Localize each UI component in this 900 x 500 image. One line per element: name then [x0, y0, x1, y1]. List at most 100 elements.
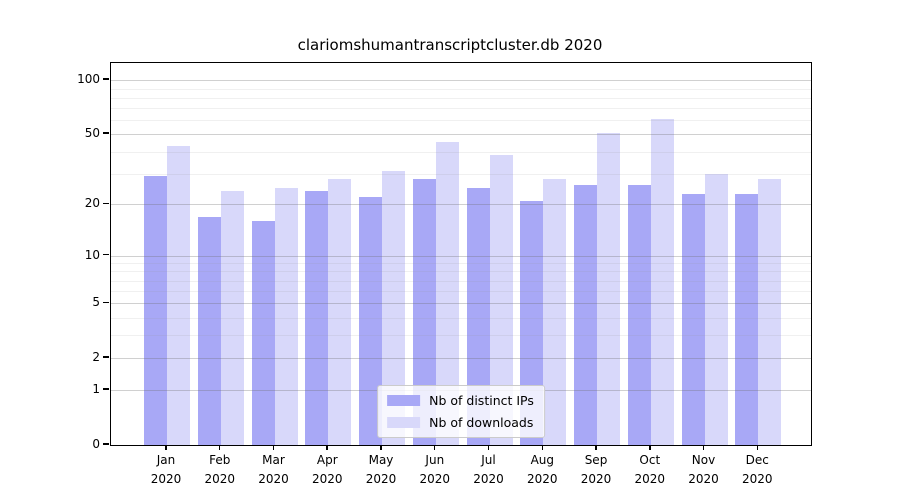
- year-label: 2020: [688, 472, 719, 486]
- gridline-major: [111, 303, 811, 305]
- month-label: Sep: [584, 453, 608, 467]
- legend-label: Nb of distinct IPs: [429, 393, 534, 408]
- bar-distinct-ips-mar: [251, 221, 275, 445]
- bar-downloads-sep: [597, 132, 620, 445]
- y-tick-label: 5: [92, 295, 100, 310]
- y-tick-label: 2: [92, 350, 100, 365]
- gridline-major: [111, 358, 811, 360]
- x-tick: [165, 445, 167, 450]
- year-label: 2020: [634, 472, 666, 486]
- bar-downloads-apr: [328, 178, 352, 445]
- x-tick: [702, 445, 705, 450]
- x-tick: [380, 445, 382, 450]
- month-label: Nov: [691, 453, 716, 467]
- gridline-major: [111, 204, 811, 206]
- month-label: Dec: [745, 453, 769, 467]
- month-label: Jul: [481, 453, 496, 467]
- bar-downloads-nov: [704, 173, 728, 445]
- bar-downloads-may: [382, 171, 405, 445]
- legend-item-downloads: Nb of downloads: [387, 415, 534, 430]
- gridline-minor: [111, 317, 811, 319]
- bar-distinct-ips-nov: [681, 193, 705, 445]
- x-tick-label: Nov 2020: [674, 451, 734, 489]
- x-tick-label: Mar 2020: [244, 451, 304, 489]
- plot-area: Nb of distinct IPs Nb of downloads: [110, 62, 812, 446]
- bar-distinct-ips-oct: [627, 184, 651, 445]
- bar-distinct-ips-jan: [144, 176, 167, 445]
- bar-distinct-ips-apr: [305, 190, 329, 445]
- bar-downloads-oct: [650, 118, 674, 445]
- month-label: Apr: [316, 453, 338, 467]
- month-label: Jun: [425, 453, 445, 467]
- gridline-minor: [111, 280, 811, 282]
- gridline-minor: [111, 120, 811, 122]
- month-label: Mar: [262, 453, 285, 467]
- y-tick: [103, 388, 109, 390]
- legend-label: Nb of downloads: [429, 415, 534, 430]
- y-tick-label: 50: [84, 126, 100, 141]
- x-tick: [487, 445, 490, 450]
- x-tick-label: May 2020: [351, 451, 411, 489]
- bar-downloads-mar: [274, 187, 298, 445]
- x-tick: [272, 445, 275, 450]
- y-tick: [103, 202, 109, 205]
- month-label: Jan: [156, 453, 176, 467]
- y-tick-label: 20: [84, 196, 100, 211]
- chart-title: clariomshumantranscriptcluster.db 2020: [297, 36, 603, 54]
- x-tick-label: Aug 2020: [512, 451, 572, 489]
- x-tick: [541, 445, 544, 450]
- gridline-minor: [111, 108, 811, 110]
- x-tick-label: Jun 2020: [405, 451, 465, 489]
- year-label: 2020: [365, 472, 397, 486]
- month-label: Feb: [209, 453, 231, 467]
- legend-swatch: [387, 395, 421, 406]
- x-tick-label: Oct 2020: [620, 451, 680, 489]
- x-tick-label: Feb 2020: [190, 451, 250, 489]
- bar-downloads-dec: [758, 178, 782, 445]
- month-label: Oct: [639, 453, 661, 467]
- y-tick: [103, 132, 109, 134]
- year-label: 2020: [527, 472, 558, 486]
- y-tick: [103, 356, 109, 358]
- x-tick-label: Dec 2020: [727, 451, 787, 489]
- gridline-minor: [111, 291, 811, 293]
- x-tick: [218, 445, 221, 450]
- bar-downloads-feb: [220, 190, 244, 445]
- year-label: 2020: [580, 472, 612, 486]
- bar-distinct-ips-aug: [520, 200, 544, 445]
- bar-downloads-jul: [489, 155, 513, 445]
- y-tick-label: 1: [92, 382, 100, 397]
- year-label: 2020: [473, 472, 504, 486]
- x-tick: [649, 445, 651, 450]
- gridline-major: [111, 255, 811, 257]
- gridline-major: [111, 80, 811, 82]
- bar-distinct-ips-jun: [412, 178, 436, 445]
- y-tick: [103, 443, 109, 445]
- y-tick: [103, 78, 109, 80]
- year-label: 2020: [742, 472, 773, 486]
- gridline-major: [111, 134, 811, 136]
- x-tick: [756, 445, 759, 450]
- gridline-minor: [111, 151, 811, 153]
- gridline-minor: [111, 335, 811, 337]
- y-tick: [103, 301, 109, 304]
- bar-distinct-ips-jul: [466, 187, 490, 445]
- gridline-minor: [111, 263, 811, 264]
- y-tick-label: 100: [77, 72, 100, 87]
- year-label: 2020: [258, 472, 289, 486]
- x-tick-label: Apr 2020: [297, 451, 357, 489]
- y-tick: [103, 253, 109, 256]
- bar-downloads-jun: [435, 142, 459, 445]
- year-label: 2020: [150, 472, 182, 486]
- legend: Nb of distinct IPs Nb of downloads: [377, 385, 545, 438]
- legend-swatch: [387, 417, 421, 428]
- x-tick-label: Sep 2020: [566, 451, 626, 489]
- x-tick-label: Jul 2020: [459, 451, 519, 489]
- month-label: May: [368, 453, 394, 467]
- y-tick-label: 10: [84, 247, 100, 262]
- year-label: 2020: [204, 472, 236, 486]
- legend-item-distinct-ips: Nb of distinct IPs: [387, 393, 534, 408]
- month-label: Aug: [530, 453, 555, 467]
- bar-distinct-ips-dec: [735, 193, 759, 445]
